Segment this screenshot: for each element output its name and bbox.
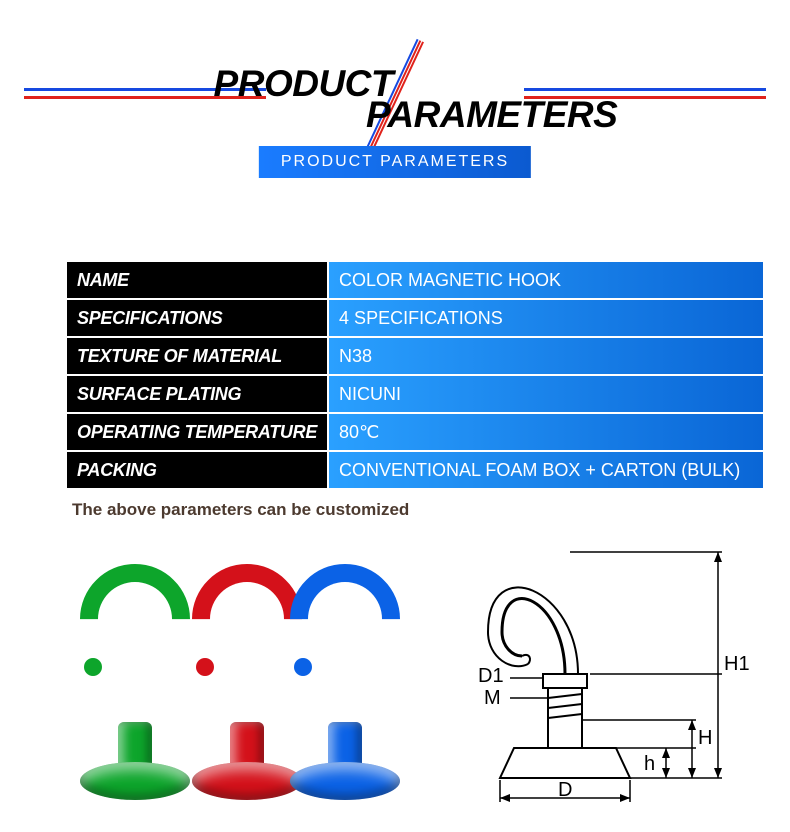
dim-label-D1: D1 — [478, 665, 504, 687]
hook-tip — [196, 658, 214, 676]
param-value: CONVENTIONAL FOAM BOX + CARTON (BULK) — [329, 452, 763, 488]
hook-illustration — [70, 560, 200, 800]
dim-label-H: H — [698, 727, 712, 749]
table-row: SPECIFICATIONS4 SPECIFICATIONS — [67, 300, 763, 336]
param-label: SPECIFICATIONS — [67, 300, 327, 336]
param-value: 80℃ — [329, 414, 763, 450]
param-value: COLOR MAGNETIC HOOK — [329, 262, 763, 298]
table-row: NAMECOLOR MAGNETIC HOOK — [67, 262, 763, 298]
param-value: 4 SPECIFICATIONS — [329, 300, 763, 336]
header-subtitle: PRODUCT PARAMETERS — [259, 146, 531, 178]
hook-base — [290, 762, 400, 800]
dim-label-M: M — [484, 687, 501, 709]
hook-illustration — [280, 560, 410, 800]
hook-tip — [84, 658, 102, 676]
param-label: SURFACE PLATING — [67, 376, 327, 412]
technical-diagram: D D1 M h H H1 — [440, 540, 750, 810]
header-title-2: PARAMETERS — [366, 94, 617, 136]
param-label: PACKING — [67, 452, 327, 488]
param-label: OPERATING TEMPERATURE — [67, 414, 327, 450]
graphics-row: D D1 M h H H1 — [0, 540, 790, 810]
hook-base — [80, 762, 190, 800]
table-row: SURFACE PLATINGNICUNI — [67, 376, 763, 412]
product-hooks-illustration — [70, 550, 400, 800]
parameters-note: The above parameters can be customized — [72, 500, 790, 520]
table-row: PACKINGCONVENTIONAL FOAM BOX + CARTON (B… — [67, 452, 763, 488]
table-row: OPERATING TEMPERATURE80℃ — [67, 414, 763, 450]
param-label: TEXTURE OF MATERIAL — [67, 338, 327, 374]
dim-label-H1: H1 — [724, 653, 750, 675]
parameters-table: NAMECOLOR MAGNETIC HOOKSPECIFICATIONS4 S… — [65, 260, 765, 490]
hook-tip — [294, 658, 312, 676]
dim-label-D: D — [558, 779, 572, 801]
table-row: TEXTURE OF MATERIALN38 — [67, 338, 763, 374]
rule-line — [524, 88, 766, 91]
hook-curve — [267, 541, 423, 697]
param-value: NICUNI — [329, 376, 763, 412]
param-label: NAME — [67, 262, 327, 298]
header-banner: PRODUCT PARAMETERS PRODUCT PARAMETERS — [0, 0, 790, 190]
dim-label-h: h — [644, 753, 655, 775]
param-value: N38 — [329, 338, 763, 374]
